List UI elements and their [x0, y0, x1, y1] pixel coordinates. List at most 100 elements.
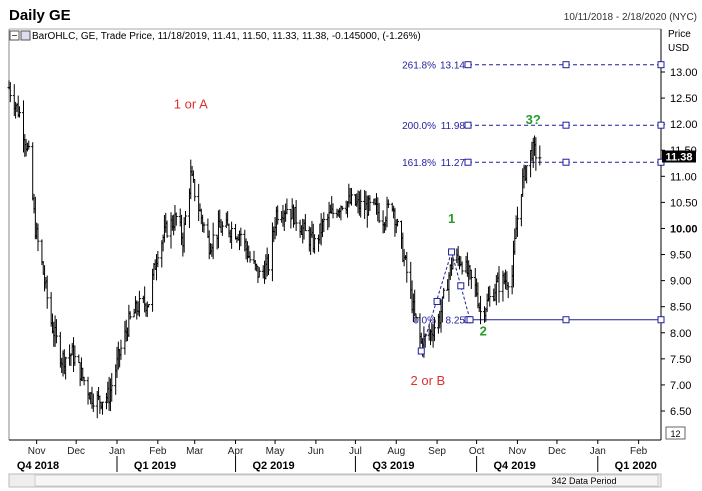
wave-handle[interactable]: [466, 316, 474, 324]
y-tick-label: 12.50: [670, 93, 698, 105]
ohlc-bar: [82, 376, 86, 386]
x-month-label: Dec: [548, 446, 566, 457]
fib-handle[interactable]: [562, 158, 570, 166]
ohlc-bar: [220, 221, 224, 236]
ohlc-bar: [322, 212, 326, 233]
fib-handle[interactable]: [464, 121, 472, 129]
y-tick-label: 7.00: [670, 380, 691, 392]
settings-icon[interactable]: [9, 30, 20, 41]
y-tick-label: 9.00: [670, 276, 691, 288]
x-month-label: Jul: [349, 446, 362, 457]
ohlc-bar: [193, 178, 197, 202]
data-period: 342 Data Period: [551, 476, 616, 486]
y-tick-label: 8.00: [670, 328, 691, 340]
x-month-label: Mar: [186, 446, 204, 457]
y-tick-label: 9.50: [670, 250, 691, 262]
ohlc-bar: [73, 345, 77, 366]
x-month-label: Oct: [469, 446, 485, 457]
ohlc-bar: [469, 269, 473, 289]
ohlc-bar: [386, 199, 390, 209]
ohlc-bar: [110, 373, 114, 402]
ohlc-bar: [285, 198, 289, 215]
fib-percent-label: 200.0%: [402, 121, 436, 132]
ohlc-bar: [377, 203, 381, 224]
fib-percent-label: 0.0%: [413, 316, 436, 327]
ohlc-bar: [368, 195, 372, 212]
x-month-label: Apr: [228, 446, 244, 457]
ohlc-bar: [230, 221, 234, 249]
fib-percent-label: 261.8%: [402, 61, 436, 72]
ohlc-bar: [331, 203, 335, 219]
ohlc-bar: [202, 222, 206, 233]
ohlc-bar: [27, 140, 31, 150]
ohlc-bar: [405, 251, 409, 283]
ohlc-bar: [414, 313, 418, 323]
fib-value-label: 11.27: [441, 158, 466, 169]
ohlc-bar: [488, 285, 492, 307]
ohlc-bar: [31, 142, 35, 201]
ohlc-bar: [257, 267, 261, 278]
ohlc-bar: [8, 82, 12, 103]
x-month-label: Nov: [509, 446, 527, 457]
x-month-label: Feb: [630, 446, 648, 457]
wave-handle[interactable]: [417, 347, 425, 355]
wave-label: 1: [448, 211, 455, 226]
fib-percent-label: 161.8%: [402, 158, 436, 169]
ohlc-bar: [45, 275, 49, 309]
series-icon: [20, 30, 31, 41]
ohlc-bar: [64, 356, 68, 380]
x-month-label: Aug: [387, 446, 405, 457]
ohlc-bar: [276, 205, 280, 225]
ohlc-bar: [396, 218, 400, 227]
wave-handle[interactable]: [433, 297, 441, 305]
price-label: Price: [668, 29, 691, 40]
period-box[interactable]: 12: [665, 426, 686, 440]
x-quarter-label: Q1 2020: [615, 460, 657, 472]
fib-handle[interactable]: [562, 316, 570, 324]
x-month-label: Jan: [590, 446, 606, 457]
ohlc-bar: [349, 187, 353, 206]
scrollbar[interactable]: 342 Data Period: [8, 473, 662, 488]
x-quarter-label: Q4 2018: [17, 460, 59, 472]
fib-handle[interactable]: [657, 61, 665, 69]
ohlc-bar: [479, 295, 483, 325]
fib-handle[interactable]: [464, 158, 472, 166]
wave-label: 2 or B: [411, 373, 446, 388]
wave-handle[interactable]: [448, 248, 456, 256]
fib-handle[interactable]: [562, 61, 570, 69]
wave-handle[interactable]: [457, 282, 465, 290]
ohlc-bar: [460, 261, 464, 275]
period-count: 12: [670, 429, 680, 439]
y-tick-label: 6.50: [670, 406, 691, 418]
wave-path: [417, 248, 474, 355]
ohlc-bar: [119, 339, 123, 360]
ohlc-bar: [239, 227, 243, 247]
ohlc-bar: [156, 250, 160, 268]
fib-handle[interactable]: [464, 61, 472, 69]
ohlc-bar: [266, 254, 270, 275]
fib-value-label: 8.25: [446, 316, 466, 327]
ohlc-bar: [197, 183, 201, 222]
wave-line: [420, 250, 471, 352]
x-quarter-label: Q2 2019: [252, 460, 294, 472]
ohlc-bar: [101, 401, 105, 415]
wave-label: 1 or A: [174, 97, 208, 112]
last-price-value: 11.38: [666, 151, 693, 163]
x-quarter-label: Q3 2019: [372, 460, 414, 472]
ohlc-bar: [174, 212, 178, 226]
currency-label: USD: [668, 43, 689, 54]
fib-handle[interactable]: [657, 316, 665, 324]
ohlc-bar: [36, 223, 40, 252]
plot-frame: [8, 28, 662, 441]
chart-title: Daily GE: [9, 7, 71, 24]
fib-handle[interactable]: [657, 121, 665, 129]
ohlc-bar: [248, 251, 252, 263]
ohlc-bar: [538, 145, 542, 166]
ohlc-bar: [18, 106, 22, 118]
ohlc-bar: [432, 317, 436, 342]
x-month-label: Sep: [428, 446, 446, 457]
ohlc-bar: [91, 393, 95, 412]
y-axis: 6.50 7.00 7.50 8.00 8.50 9.00 9.50 10.00 10.50 11…: [661, 67, 698, 418]
fib-handle[interactable]: [562, 121, 570, 129]
